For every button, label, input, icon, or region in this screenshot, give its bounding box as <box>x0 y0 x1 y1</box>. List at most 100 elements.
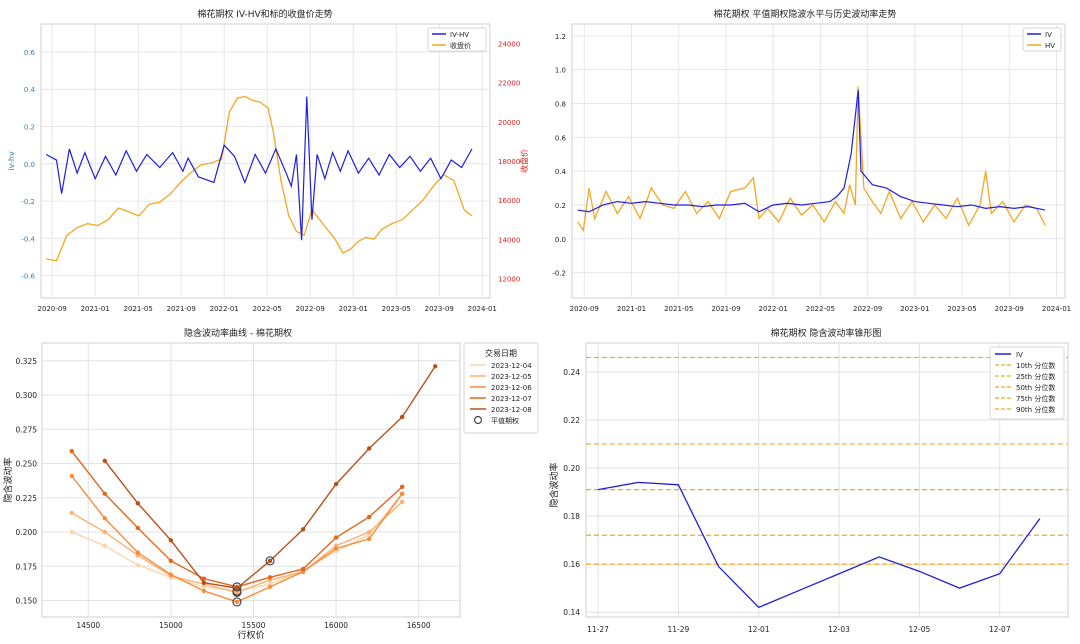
atm-x-tick-label: 2021-01 <box>617 305 646 313</box>
smile-point <box>333 535 339 540</box>
smile-point <box>234 599 240 605</box>
ivhv-y2-tick-label: 22000 <box>498 80 520 88</box>
smile-y-tick-label: 0.275 <box>16 425 38 434</box>
smile-y-tick-label: 0.325 <box>16 357 38 366</box>
atm-x-tick-label: 2023-09 <box>995 305 1024 313</box>
ivhv-y-ticks: -0.6 -0.4 -0.2 0.0 0.2 0.4 0.6 <box>21 49 35 281</box>
smile-legend-label: 2023-12-06 <box>491 384 532 392</box>
cone-chart-title: 棉花期权 隐含波动率锥形图 <box>771 327 882 339</box>
smile-y-tick-label: 0.200 <box>16 528 38 537</box>
close-price-line <box>46 95 473 262</box>
smile-point <box>135 501 141 506</box>
legend-label-iv: IV <box>1045 31 1052 39</box>
ivhv-y-tick-label: 0.4 <box>24 86 36 94</box>
smile-point <box>135 550 141 555</box>
smile-x-tick-label: 15000 <box>159 621 183 630</box>
cone-legend-label: 50th 分位数 <box>1016 383 1055 392</box>
smile-point <box>366 529 372 535</box>
ivhv-x-tick-label: 2021-09 <box>167 305 196 313</box>
smile-series <box>69 364 438 607</box>
cone-y-tick-label: 0.14 <box>563 608 580 617</box>
smile-y-tick-label: 0.175 <box>16 562 38 571</box>
cone-legend-label: IV <box>1016 351 1023 359</box>
ivhv-chart-title: 棉花期权 IV-HV和标的收盘价走势 <box>197 8 332 20</box>
atm-y-tick-label: 0.6 <box>555 134 567 142</box>
smile-legend-label: 2023-12-05 <box>491 373 532 381</box>
cone-x-tick-label: 12-03 <box>828 625 850 634</box>
cone-legend-label: 90th 分位数 <box>1016 405 1055 414</box>
smile-point <box>399 414 405 420</box>
cone-y-tick-label: 0.20 <box>563 464 580 473</box>
cone-legend: IV 10th 分位数 25th 分位数 50th 分位数 75th 分位数 90th 分… <box>989 346 1065 420</box>
smile-legend: 交易日期 2023-12-04 2023-12-05 2023-12-06 2023-… <box>463 342 539 434</box>
ivhv-y-tick-label: 0.0 <box>24 161 35 169</box>
ivhv-y2-tick-label: 24000 <box>498 41 520 49</box>
smile-point <box>168 558 174 564</box>
atm-y-tick-label: 0.8 <box>555 100 566 108</box>
ivhv-y-tick-label: -0.2 <box>21 198 35 206</box>
ivhv-x-tick-label: 2022-05 <box>253 305 282 313</box>
smile-point <box>201 576 207 581</box>
smile-y-tick-label: 0.300 <box>16 391 38 400</box>
atm-legend: IV HV <box>1022 27 1062 52</box>
cone-y-tick-label: 0.16 <box>563 560 580 569</box>
smile-legend-label: 2023-12-07 <box>491 395 532 403</box>
legend-label-close: 收盘价 <box>450 41 471 50</box>
smile-point <box>267 575 273 580</box>
ivhv-x-tick-label: 2023-05 <box>382 305 411 313</box>
smile-y-ticks: 0.150 0.175 0.200 0.225 0.250 0.275 0.300 0.325 <box>16 357 38 606</box>
cone-y-axis-label: 隐含波动率 <box>548 462 560 507</box>
ivhv-y2-tick-label: 14000 <box>498 236 520 244</box>
ivhv-plot-frame <box>40 23 491 299</box>
ivhv-x-tick-label: 2023-09 <box>425 305 454 313</box>
ivhv-x-tick-label: 2021-01 <box>81 305 110 313</box>
smile-point <box>102 458 107 464</box>
ivhv-x-tick-label: 2020-09 <box>38 305 67 313</box>
atm-x-tick-label: 2023-05 <box>947 305 976 313</box>
smile-chart-title: 隐含波动率曲线 - 棉花期权 <box>184 327 292 339</box>
smile-point <box>366 514 372 520</box>
smile-point <box>201 580 207 585</box>
ivhv-line <box>45 96 473 241</box>
smile-point <box>69 449 74 454</box>
smile-point <box>102 516 107 521</box>
smile-point <box>433 364 438 369</box>
ivhv-y-tick-label: 0.2 <box>24 124 35 132</box>
smile-x-ticks: 14500 15000 15500 16000 16500 <box>76 621 431 630</box>
atm-chart-title: 棉花期权 平值期权隐波水平与历史波动率走势 <box>714 8 897 20</box>
smile-point <box>135 562 141 568</box>
atm-y-tick-label: -0.2 <box>552 270 566 278</box>
cone-x-tick-label: 12-05 <box>908 625 930 634</box>
smile-y-tick-label: 0.225 <box>16 494 38 503</box>
smile-point <box>333 546 339 551</box>
smile-point <box>201 588 207 594</box>
cone-series <box>586 356 1068 609</box>
atm-x-tick-label: 2024-01 <box>1042 305 1071 313</box>
smile-x-tick-label: 16500 <box>407 621 431 630</box>
atm-marker <box>232 597 242 607</box>
atm-x-tick-label: 2020-09 <box>570 305 599 313</box>
atm-x-ticks: 2020-09 2021-01 2021-05 2021-09 2022-01 2022-… <box>570 305 1071 313</box>
smile-y-tick-label: 0.250 <box>16 460 38 469</box>
smile-point <box>300 527 306 532</box>
smile-point <box>267 558 273 564</box>
smile-plot-frame <box>41 342 461 618</box>
cone-x-tick-label: 12-01 <box>748 625 770 634</box>
smile-point <box>267 584 273 590</box>
smile-point <box>102 543 107 548</box>
ivhv-chart: 棉花期权 IV-HV和标的收盘价走势 2020-09 2021-01 2021-05… <box>7 8 529 313</box>
smile-grid <box>42 343 460 617</box>
cone-chart: 棉花期权 隐含波动率锥形图 11-27 11-29 12-01 12-03 12-05 1… <box>548 327 1069 634</box>
atm-x-tick-label: 2021-09 <box>711 305 740 313</box>
cone-y-tick-label: 0.18 <box>563 512 580 521</box>
cone-iv-line <box>597 481 1041 609</box>
legend-label-hv: HV <box>1045 42 1055 50</box>
atm-y-tick-label: 1.2 <box>555 33 566 41</box>
ivhv-y2-tick-label: 16000 <box>498 197 520 205</box>
smile-y-tick-label: 0.150 <box>16 597 38 606</box>
atm-plot-frame <box>571 23 1066 299</box>
ivhv-y2-ticks: 12000 14000 16000 18000 20000 22000 24000 <box>498 41 520 284</box>
smile-point <box>366 536 372 542</box>
cone-y-tick-label: 0.22 <box>563 416 580 425</box>
